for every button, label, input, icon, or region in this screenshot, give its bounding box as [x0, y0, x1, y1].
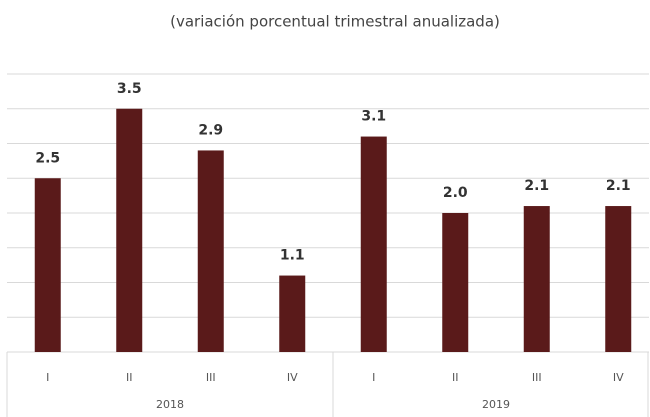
value-label: 2.1	[524, 178, 549, 194]
x-tick-label: II	[452, 371, 459, 384]
bar	[197, 150, 224, 352]
value-label: 2.1	[606, 178, 631, 194]
bar	[523, 206, 550, 352]
value-label: 3.5	[117, 81, 142, 97]
value-label: 3.1	[361, 109, 386, 125]
group-label: 2018	[156, 398, 184, 411]
x-tick-label: II	[126, 371, 133, 384]
bar	[279, 275, 306, 352]
bar	[442, 213, 469, 352]
chart-title: (variación porcentual trimestral anualiz…	[170, 13, 500, 31]
bar	[360, 136, 387, 352]
x-tick-label: III	[206, 371, 216, 384]
value-label: 1.1	[280, 248, 305, 264]
x-tick-label: IV	[613, 371, 624, 384]
x-tick-label: I	[372, 371, 375, 384]
x-tick-label: I	[46, 371, 49, 384]
x-tick-label: III	[532, 371, 542, 384]
x-tick-label: IV	[287, 371, 298, 384]
bar	[605, 206, 632, 352]
value-label: 2.9	[198, 122, 223, 138]
bar	[116, 108, 143, 352]
bar	[34, 178, 61, 352]
group-label: 2019	[482, 398, 510, 411]
value-label: 2.5	[35, 150, 60, 166]
value-label: 2.0	[443, 185, 468, 201]
